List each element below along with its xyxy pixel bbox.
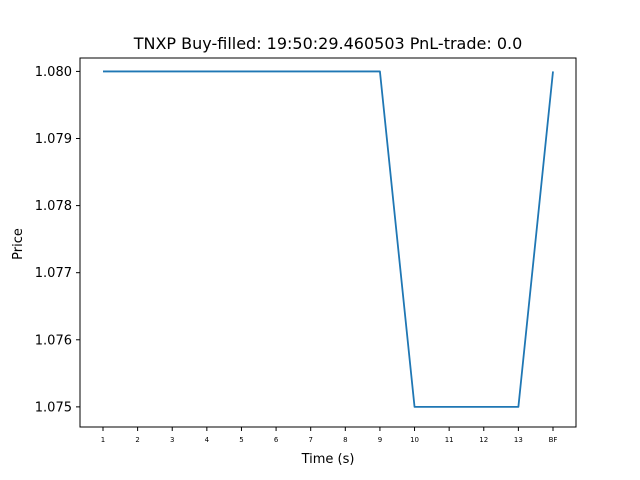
y-axis-label: Price <box>11 228 26 260</box>
x-tick-label: 1 <box>101 436 105 444</box>
chart-title: TNXP Buy-filled: 19:50:29.460503 PnL-tra… <box>133 34 523 53</box>
y-tick-label: 1.080 <box>35 65 72 80</box>
y-tick-label: 1.077 <box>35 266 72 281</box>
price-series-line <box>103 70 554 408</box>
y-tick-label: 1.079 <box>35 132 72 147</box>
x-tick-label: 6 <box>274 436 279 444</box>
x-tick-label: 7 <box>308 436 312 444</box>
x-tick-label: 5 <box>239 436 243 444</box>
plot-frame <box>79 57 577 428</box>
y-tick-label: 1.078 <box>35 199 72 214</box>
x-axis: 1 2 3 4 5 6 7 8 9 10 11 12 13 BF <box>101 427 558 444</box>
plot-area <box>103 70 554 408</box>
x-tick-label: 8 <box>343 436 347 444</box>
x-tick-label: 9 <box>378 436 382 444</box>
y-tick-label: 1.076 <box>35 333 72 348</box>
x-tick-label: 11 <box>445 436 454 444</box>
x-tick-label: 4 <box>205 436 210 444</box>
y-tick-label: 1.075 <box>35 400 72 415</box>
x-tick-label: 10 <box>410 436 419 444</box>
x-tick-label: 12 <box>479 436 488 444</box>
x-tick-label: 2 <box>135 436 139 444</box>
x-axis-label: Time (s) <box>301 452 355 467</box>
x-tick-label: BF <box>549 436 558 444</box>
x-tick-label: 13 <box>514 436 523 444</box>
x-tick-label: 3 <box>170 436 174 444</box>
y-axis: 1.075 1.076 1.077 1.078 1.079 1.080 <box>35 65 80 415</box>
